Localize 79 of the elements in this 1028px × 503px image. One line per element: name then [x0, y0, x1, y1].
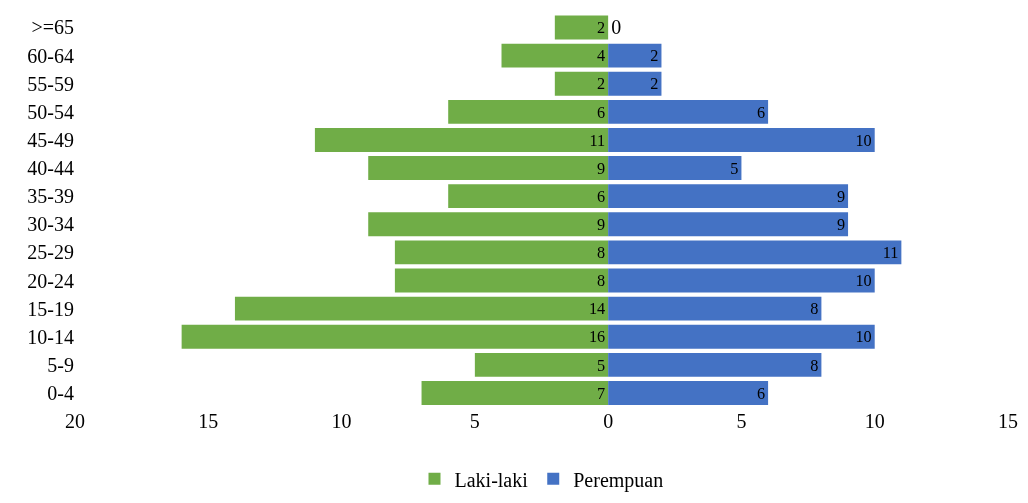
data-label: 2 [597, 19, 606, 38]
data-label: 10 [855, 131, 872, 150]
data-label: 8 [810, 356, 819, 375]
bar [608, 71, 662, 96]
bar [181, 324, 609, 349]
data-label: 8 [597, 244, 606, 263]
y-tick-label: 60-64 [27, 44, 74, 67]
y-tick-label: 35-39 [27, 185, 74, 208]
data-label: 2 [650, 47, 659, 66]
x-tick-label: 20 [65, 410, 85, 432]
data-label: 7 [597, 384, 606, 403]
bar [394, 240, 609, 265]
bar [421, 381, 609, 405]
y-tick-label: 5-9 [47, 353, 74, 376]
bar [554, 71, 609, 96]
data-label: 2 [650, 75, 659, 94]
bar [608, 268, 875, 293]
data-label: 9 [836, 215, 846, 234]
y-tick-label: 10-14 [27, 325, 74, 348]
bar [448, 99, 609, 124]
bar [608, 296, 822, 321]
y-tick-label: 20-24 [27, 269, 74, 292]
bar [394, 268, 609, 293]
bar [554, 15, 609, 40]
x-tick-label: 5 [736, 410, 747, 432]
data-label: 10 [855, 272, 872, 291]
bar [608, 43, 662, 68]
x-tick-label: 10 [864, 410, 885, 432]
legend-label: Laki-laki [454, 468, 529, 491]
bar [608, 212, 849, 237]
x-tick-label: 15 [198, 410, 219, 432]
data-label: 11 [589, 131, 606, 150]
y-tick-label: 40-44 [27, 157, 74, 180]
bar [368, 156, 609, 180]
data-label: 6 [756, 103, 766, 122]
data-label: 9 [836, 187, 846, 206]
data-label: 16 [588, 328, 606, 347]
y-tick-label: 25-29 [27, 241, 74, 264]
y-tick-label: 50-54 [27, 100, 74, 123]
data-label: 0 [611, 16, 622, 39]
bar [608, 381, 769, 405]
data-label: 5 [730, 159, 739, 178]
bar [608, 240, 902, 265]
data-label: 8 [810, 300, 819, 319]
bar [608, 324, 875, 349]
bar [608, 184, 849, 209]
bar [608, 156, 742, 180]
bar [608, 352, 822, 377]
data-label: 6 [597, 187, 606, 206]
y-tick-label: 15-19 [27, 297, 74, 320]
bar [608, 99, 769, 124]
y-tick-label: 55-59 [27, 72, 74, 95]
data-label: 4 [597, 47, 606, 66]
data-label: 14 [588, 300, 606, 319]
data-label: 8 [597, 272, 606, 291]
bar [501, 43, 609, 68]
y-tick-label: >=65 [31, 16, 74, 39]
x-tick-label: 15 [998, 410, 1018, 432]
bar [314, 127, 609, 152]
bar [448, 184, 609, 209]
legend-label: Perempuan [573, 468, 664, 492]
data-label: 5 [597, 356, 606, 375]
y-tick-label: 0-4 [47, 381, 74, 404]
bar [608, 127, 875, 152]
data-label: 10 [855, 328, 872, 347]
x-tick-label: 10 [331, 410, 352, 432]
y-tick-label: 45-49 [27, 128, 74, 151]
x-tick-label: 5 [469, 410, 480, 432]
x-tick-label: 0 [603, 410, 614, 432]
data-label: 11 [882, 244, 899, 263]
data-label: 6 [597, 103, 606, 122]
data-label: 9 [597, 215, 606, 234]
data-label: 9 [597, 159, 606, 178]
bar [474, 352, 609, 377]
data-label: 2 [597, 75, 606, 94]
y-tick-label: 30-34 [27, 213, 74, 236]
bar [234, 296, 609, 321]
data-label: 6 [756, 384, 766, 403]
bar [368, 212, 609, 237]
